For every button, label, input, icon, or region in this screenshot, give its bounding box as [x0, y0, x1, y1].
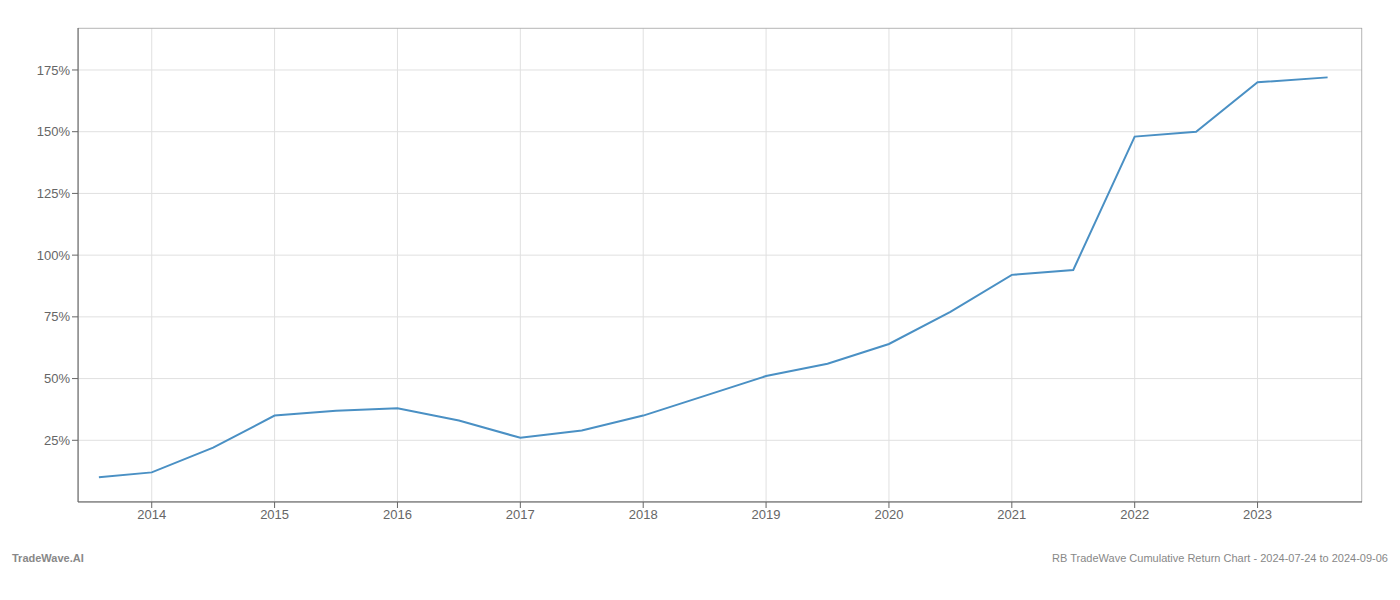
- svg-text:175%: 175%: [37, 63, 71, 78]
- svg-text:2014: 2014: [137, 507, 166, 522]
- html-text:TradeWave.AI: TradeWave.AI: [12, 552, 84, 564]
- svg-text:50%: 50%: [44, 371, 70, 386]
- html-text:RB TradeWave Cumulative Return: RB TradeWave Cumulative Return Chart - 2…: [1052, 552, 1388, 564]
- svg-text:100%: 100%: [37, 248, 71, 263]
- svg-text:2018: 2018: [629, 507, 658, 522]
- svg-text:2023: 2023: [1243, 507, 1272, 522]
- svg-text:2019: 2019: [752, 507, 781, 522]
- svg-text:2021: 2021: [997, 507, 1026, 522]
- svg-text:75%: 75%: [44, 309, 70, 324]
- svg-text:2015: 2015: [260, 507, 289, 522]
- svg-text:2016: 2016: [383, 507, 412, 522]
- svg-text:2020: 2020: [874, 507, 903, 522]
- svg-text:25%: 25%: [44, 433, 70, 448]
- svg-text:2022: 2022: [1120, 507, 1149, 522]
- svg-text:125%: 125%: [37, 186, 71, 201]
- svg-text:150%: 150%: [37, 124, 71, 139]
- svg-text:2017: 2017: [506, 507, 535, 522]
